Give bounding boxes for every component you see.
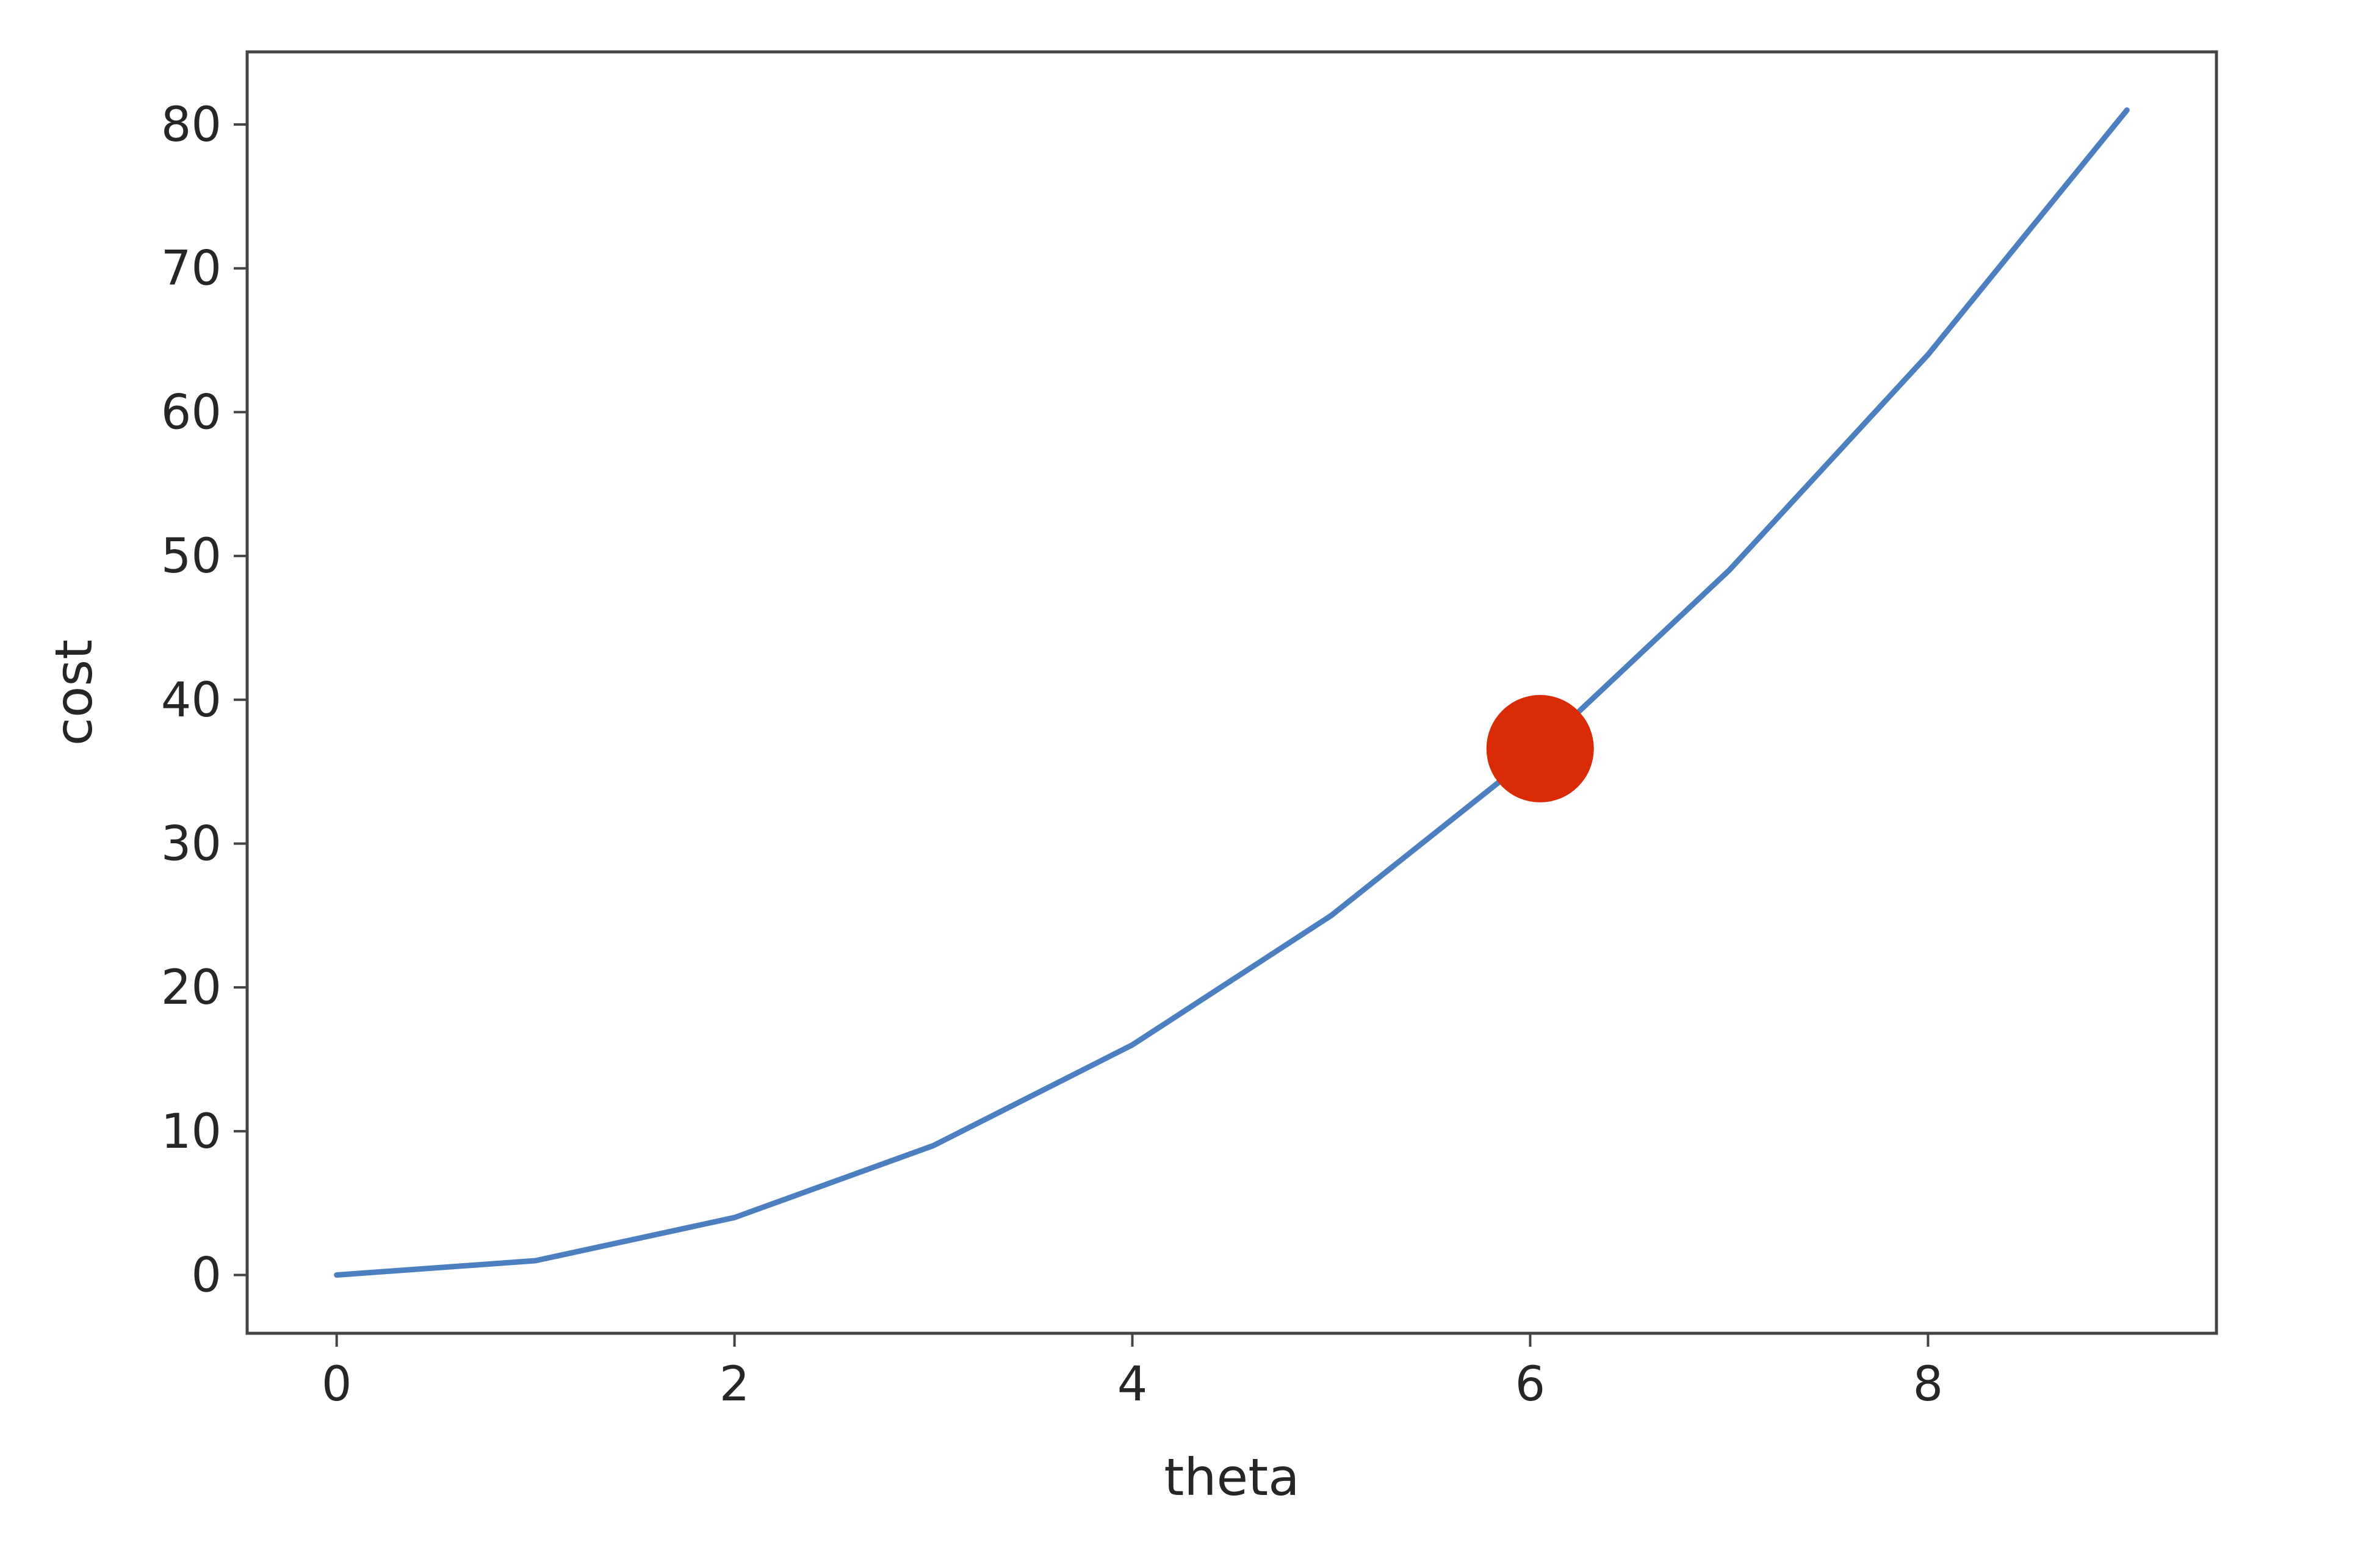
y-tick-label: 20 xyxy=(161,960,222,1015)
x-tick-label: 0 xyxy=(322,1357,352,1412)
highlight-point xyxy=(1486,694,1594,802)
series-line xyxy=(334,107,2130,1278)
x-axis-label: theta xyxy=(1164,1447,1299,1507)
y-tick-label: 50 xyxy=(161,529,222,584)
plot-area xyxy=(334,107,2130,1278)
y-tick-label: 80 xyxy=(161,98,222,153)
y-tick-label: 40 xyxy=(161,673,222,728)
y-tick-label: 70 xyxy=(161,242,222,297)
y-axis-label: cost xyxy=(44,639,104,746)
x-tick-label: 4 xyxy=(1117,1357,1148,1412)
y-tick-label: 30 xyxy=(161,816,222,871)
plot-frame xyxy=(245,50,2218,1335)
y-tick-label: 10 xyxy=(161,1104,222,1159)
x-tick-label: 8 xyxy=(1913,1357,1944,1412)
x-tick-label: 6 xyxy=(1515,1357,1546,1412)
y-tick-label: 60 xyxy=(161,385,222,440)
x-tick-label: 2 xyxy=(719,1357,750,1412)
y-tick-label: 0 xyxy=(191,1248,222,1303)
